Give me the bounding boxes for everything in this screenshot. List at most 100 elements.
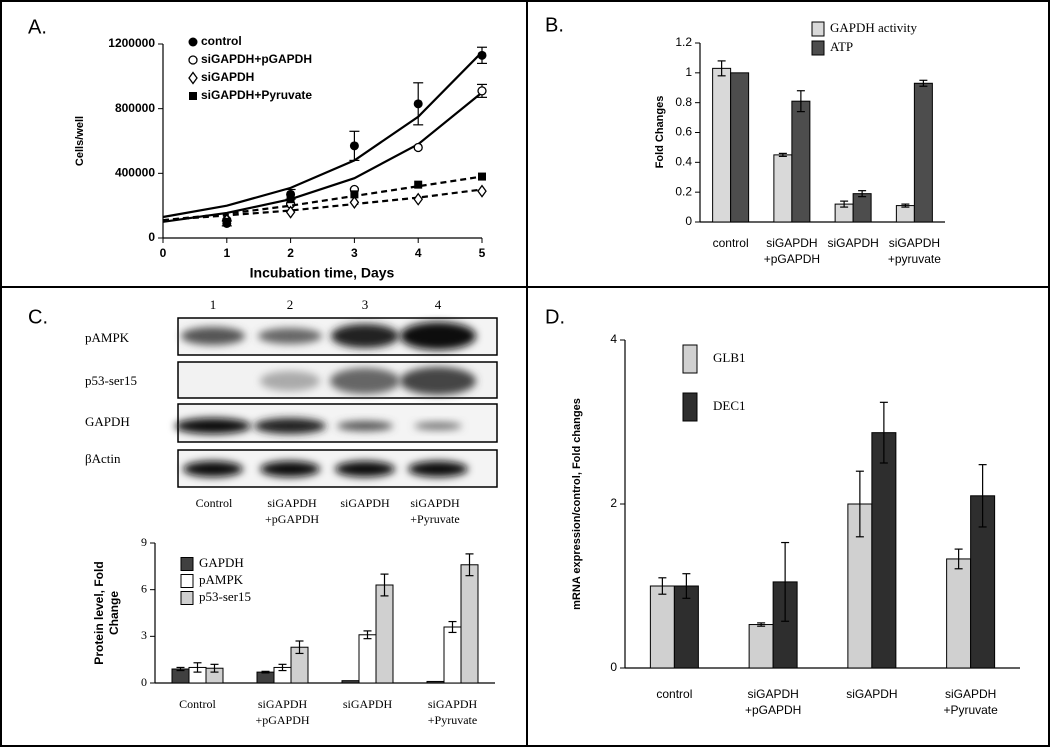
legend-swatch — [180, 557, 194, 571]
bar — [460, 564, 479, 684]
legend-swatch — [811, 21, 825, 37]
y-axis-label: mRNA expression/control, Fold changes — [571, 398, 583, 610]
legend-label: GLB1 — [713, 350, 746, 365]
x-tick-label: siGAPDH — [827, 236, 878, 250]
legend-label: control — [201, 34, 242, 48]
bar — [443, 626, 462, 684]
x-tick-label: +pGAPDH — [255, 713, 309, 727]
blot-lane-label: siGAPDH — [410, 496, 460, 510]
trend-line — [162, 188, 483, 222]
y-tick-label: 1 — [685, 65, 692, 79]
data-point — [286, 195, 295, 204]
bar — [773, 154, 793, 223]
data-point — [222, 217, 231, 226]
legend-label: siGAPDH+pGAPDH — [201, 52, 312, 66]
x-tick-label: siGAPDH — [846, 687, 897, 701]
bar — [946, 558, 972, 669]
y-axis-label: Fold Changes — [654, 96, 666, 169]
y-tick-label: 0.6 — [675, 125, 692, 139]
y-tick-label: 0 — [141, 675, 147, 689]
data-point — [413, 142, 423, 153]
x-tick-label: +Pyruvate — [428, 713, 477, 727]
data-point — [413, 192, 424, 206]
y-tick-label: 0 — [148, 230, 155, 244]
x-tick-label: siGAPDH — [428, 697, 478, 711]
y-tick-label: 400000 — [115, 166, 155, 180]
blot-row-label: GAPDH — [85, 414, 130, 429]
legend-swatch — [180, 574, 194, 588]
x-tick-label: +pGAPDH — [764, 252, 820, 266]
y-tick-label: 0.4 — [675, 155, 692, 169]
legend-swatch — [682, 392, 698, 422]
x-tick-label: control — [656, 687, 692, 701]
lane-number: 1 — [210, 297, 217, 312]
x-tick-label: siGAPDH — [343, 697, 393, 711]
x-tick-label: +Pyruvate — [943, 703, 998, 717]
y-tick-label: 0 — [685, 214, 692, 228]
y-tick-label: 4 — [610, 332, 617, 346]
data-point — [414, 180, 423, 189]
panel-label: A. — [28, 16, 47, 38]
bar — [341, 680, 360, 684]
data-point — [413, 99, 423, 109]
legend-marker — [189, 92, 197, 100]
y-tick-label: 0 — [610, 660, 617, 674]
data-point — [285, 205, 296, 219]
bar — [649, 585, 675, 669]
panel-label: B. — [545, 14, 564, 36]
legend-label: siGAPDH — [201, 70, 254, 84]
bar — [375, 584, 394, 684]
blot-strip — [175, 317, 498, 488]
x-tick-label: siGAPDH — [258, 697, 308, 711]
data-point — [477, 86, 487, 96]
x-axis-label: Incubation time, Days — [250, 265, 395, 281]
x-tick-label: siGAPDH — [747, 687, 798, 701]
x-tick-label: 1 — [223, 246, 230, 260]
x-tick-label: +pGAPDH — [745, 703, 801, 717]
bar — [852, 193, 872, 223]
bar — [256, 671, 275, 684]
legend-marker — [188, 55, 198, 65]
x-tick-label: 0 — [160, 246, 167, 260]
x-tick-label: siGAPDH — [889, 236, 940, 250]
data-point — [477, 184, 487, 198]
panel-label: C. — [28, 306, 48, 328]
bar — [895, 205, 915, 223]
legend-swatch — [811, 40, 825, 56]
blot-lane-label: siGAPDH — [267, 496, 317, 510]
data-point — [350, 190, 359, 199]
bar — [730, 72, 750, 223]
y-axis-label: Cells/well — [74, 116, 86, 166]
x-tick-label: +pyruvate — [888, 252, 941, 266]
panel-label: D. — [545, 306, 565, 328]
bar — [426, 680, 445, 684]
x-tick-label: 4 — [415, 246, 422, 260]
trend-line — [162, 51, 483, 219]
legend-swatch — [180, 591, 194, 605]
legend-marker — [188, 37, 198, 47]
blot-row-label: p53-ser15 — [85, 373, 137, 388]
legend-swatch — [682, 344, 698, 374]
legend-label: DEC1 — [713, 398, 746, 413]
y-tick-label: 1.2 — [675, 35, 692, 49]
y-tick-label: 6 — [141, 581, 147, 595]
legend-label: GAPDH — [199, 555, 244, 570]
blot-lane-label: +pGAPDH — [265, 512, 319, 526]
bar — [712, 67, 732, 223]
legend-marker — [188, 71, 198, 85]
legend-label: GAPDH activity — [830, 20, 918, 35]
y-tick-label: 3 — [141, 628, 147, 642]
legend-label: p53-ser15 — [199, 589, 251, 604]
data-point — [477, 50, 487, 60]
blot-row-label: pAMPK — [85, 330, 130, 345]
blot-lane-label: +Pyruvate — [410, 512, 459, 526]
lane-number: 2 — [287, 297, 294, 312]
x-tick-label: siGAPDH — [766, 236, 817, 250]
x-tick-label: 2 — [287, 246, 294, 260]
bar — [358, 634, 377, 684]
western-blot: 1 2 3 4 pAMPK p53-ser15 GAPDH βActin — [85, 297, 498, 526]
bar — [871, 432, 897, 669]
y-tick-label: 800000 — [115, 101, 155, 115]
